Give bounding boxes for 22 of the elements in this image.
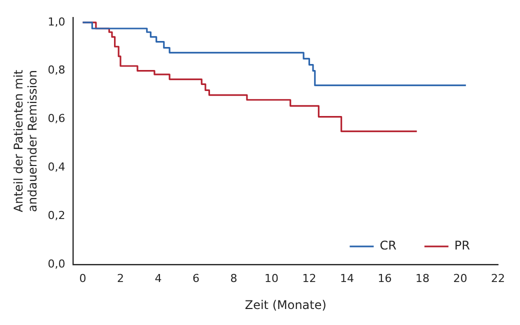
y-tick-label: 0,4 xyxy=(48,160,66,174)
x-tick-label: 6 xyxy=(192,272,200,285)
legend-label: PR xyxy=(454,238,470,253)
x-tick-label: 14 xyxy=(340,272,354,285)
x-tick-label: 16 xyxy=(378,272,392,285)
x-tick-label: 8 xyxy=(230,272,238,285)
y-tick-label: 0,0 xyxy=(48,257,66,270)
y-axis-title: Anteil der Patienten mit andauernder Remission xyxy=(11,69,40,212)
x-tick-label: 12 xyxy=(302,272,316,285)
y-tick-label: 0,6 xyxy=(48,112,66,126)
y-tick-label: 0,8 xyxy=(48,64,66,77)
y-tick-label: 1,0 xyxy=(48,15,66,28)
x-tick-label: 10 xyxy=(264,272,278,285)
y-tick-label: 0,2 xyxy=(48,208,66,222)
x-tick-label: 22 xyxy=(491,272,505,285)
x-axis-title: Zeit (Monate) xyxy=(244,298,326,312)
x-tick-label: 2 xyxy=(116,272,124,285)
legend-label: CR xyxy=(380,238,396,253)
x-tick-label: 20 xyxy=(453,272,468,285)
x-tick-label: 18 xyxy=(415,272,430,285)
x-tick-label: 4 xyxy=(154,272,162,285)
x-tick-label: 0 xyxy=(79,272,86,285)
